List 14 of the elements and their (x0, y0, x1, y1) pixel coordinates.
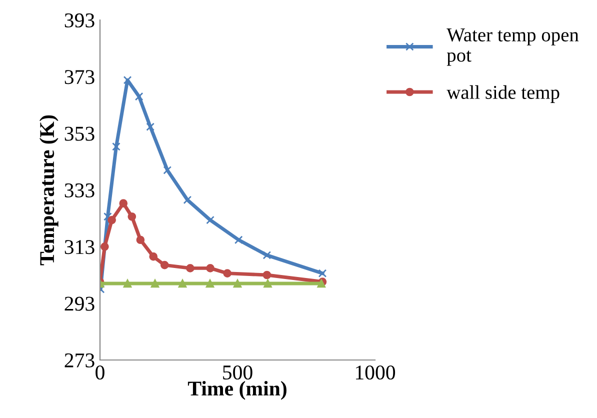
y-tick-label: 333 (64, 183, 94, 198)
y-tick-label: 373 (64, 70, 94, 84)
x-tick-label: 500 (223, 365, 252, 380)
y-tick-label: 393 (64, 13, 94, 28)
x-tick-label: 1000 (356, 365, 396, 380)
y-tick-label: 273 (64, 353, 94, 368)
x-axis-title: Time (min) (188, 380, 286, 400)
y-axis-title: Temperature (K) (39, 115, 58, 266)
y-tick-label: 353 (64, 126, 94, 141)
legend-label: wall side temp (446, 85, 560, 103)
y-tick-label: 313 (64, 240, 94, 254)
y-tick-label: 293 (64, 296, 94, 311)
x-tick-label: 0 (96, 365, 104, 380)
legend-label: Water temp open pot (446, 28, 579, 66)
